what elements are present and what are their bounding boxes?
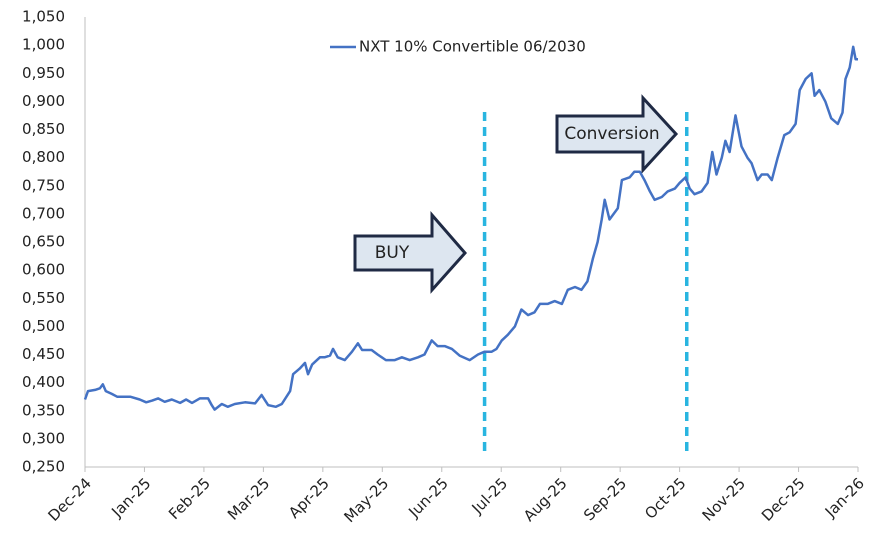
y-tick-label: 0,250 xyxy=(22,458,65,476)
x-tick-label: Sep-25 xyxy=(580,474,630,524)
x-tick-label: Nov-25 xyxy=(699,474,749,524)
y-tick-label: 0,800 xyxy=(22,148,65,166)
y-tick-label: 0,700 xyxy=(22,204,65,222)
y-tick-label: 0,950 xyxy=(22,64,65,82)
y-tick-label: 0,350 xyxy=(22,401,65,419)
legend-label: NXT 10% Convertible 06/2030 xyxy=(359,38,586,56)
y-tick-label: 0,600 xyxy=(22,261,65,279)
x-tick-label: Dec-24 xyxy=(44,474,95,525)
y-tick-label: 0,650 xyxy=(22,233,65,251)
x-tick-label: Oct-25 xyxy=(641,474,689,522)
x-tick-label: Feb-25 xyxy=(165,474,214,523)
y-tick-label: 1,050 xyxy=(22,8,65,26)
buy-arrow xyxy=(353,210,467,294)
x-tick-label: Jun-25 xyxy=(404,474,451,521)
y-tick-label: 0,450 xyxy=(22,345,65,363)
y-tick-label: 0,400 xyxy=(22,373,65,391)
annotation: Conversion xyxy=(564,124,659,144)
series-line xyxy=(83,45,858,411)
y-tick-label: 0,500 xyxy=(22,317,65,335)
x-tick-label: Jul-25 xyxy=(468,474,512,518)
y-tick-label: 0,900 xyxy=(22,92,65,110)
x-tick-label: Jan-26 xyxy=(821,474,868,521)
x-tick-label: Apr-25 xyxy=(285,474,333,522)
x-tick-label: Aug-25 xyxy=(520,474,571,525)
conversion-arrow xyxy=(555,94,679,174)
y-tick-label: 1,000 xyxy=(22,36,65,54)
x-tick-label: Jan-25 xyxy=(107,474,154,521)
y-tick-label: 0,850 xyxy=(22,120,65,138)
x-tick-label: Mar-25 xyxy=(224,474,273,523)
y-tick-label: 0,300 xyxy=(22,429,65,447)
y-tick-label: 0,550 xyxy=(22,289,65,307)
y-tick-label: 0,750 xyxy=(22,176,65,194)
annotation: BUY xyxy=(375,243,410,263)
x-tick-label: Dec-25 xyxy=(758,474,809,525)
x-tick-label: May-25 xyxy=(341,474,393,526)
